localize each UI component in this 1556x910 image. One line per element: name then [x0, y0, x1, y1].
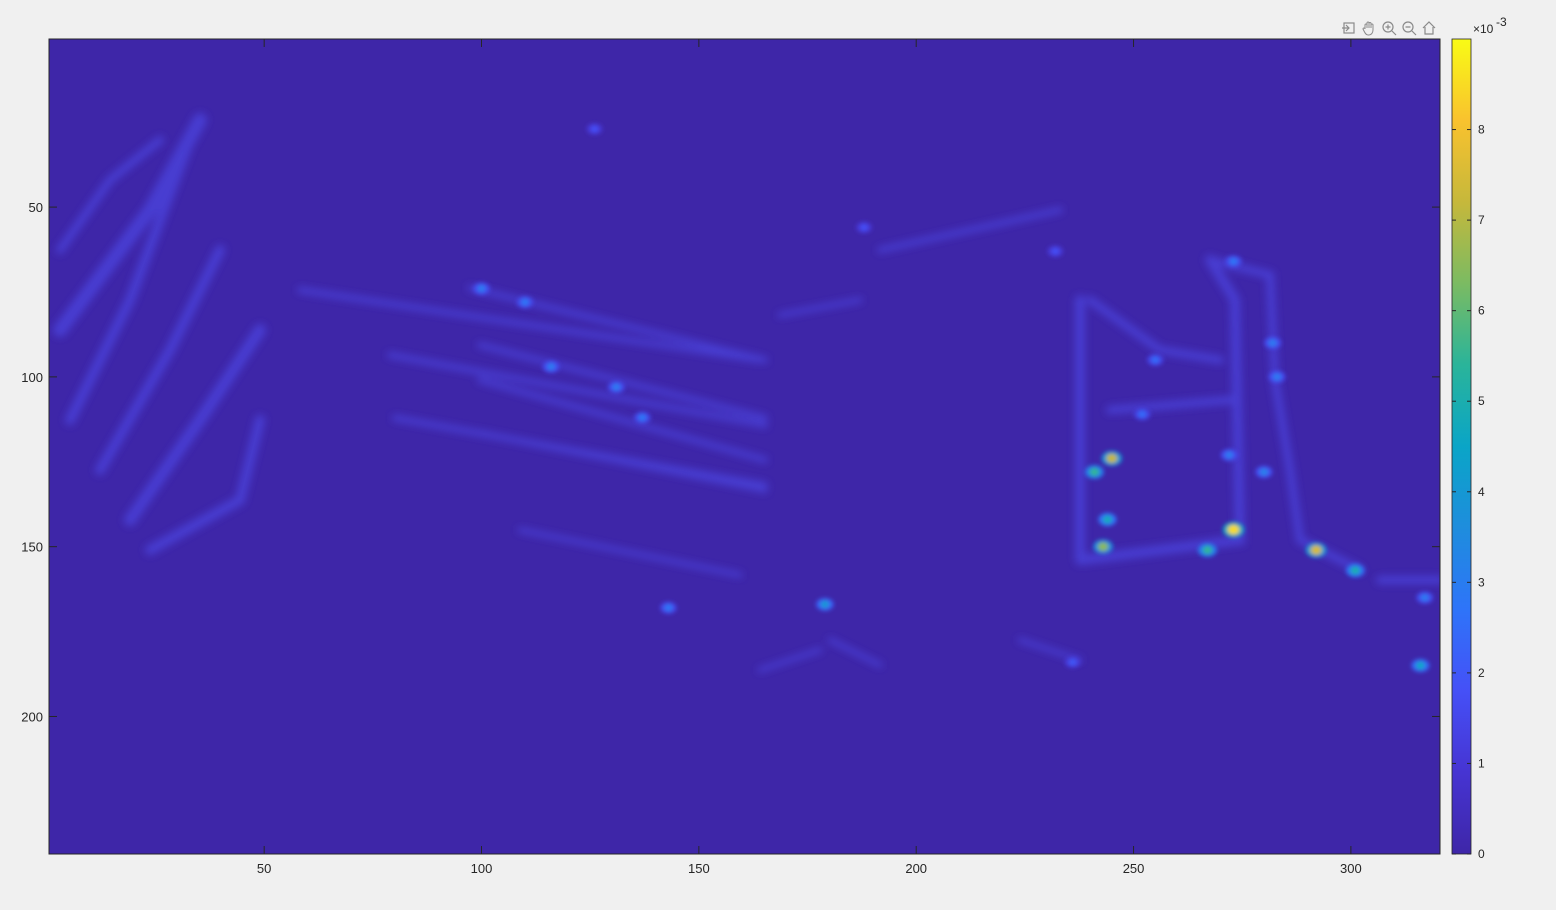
heatmap-hotspot — [1310, 545, 1322, 555]
colorbar-tick-label: 2 — [1478, 666, 1485, 680]
heatmap-hotspot — [1202, 545, 1213, 555]
heatmap-hotspot — [1069, 658, 1077, 666]
home-button[interactable] — [1420, 18, 1438, 38]
heatmap-hotspot — [1268, 339, 1277, 347]
heatmap-hotspot — [1225, 451, 1234, 459]
home-icon — [1422, 21, 1436, 35]
export-icon — [1342, 22, 1355, 34]
heatmap-hotspot — [1089, 467, 1100, 477]
zoom-in-icon — [1382, 21, 1397, 36]
pan-hand-icon — [1362, 21, 1374, 36]
heatmap-hotspot — [1420, 593, 1429, 602]
colorbar-tick-label: 5 — [1478, 394, 1485, 408]
heatmap-hotspot — [820, 600, 830, 609]
y-axis: 50 100 150 200 — [21, 200, 1440, 724]
heatmap-hotspot — [1138, 410, 1147, 418]
heatmap-hotspot — [1051, 247, 1059, 255]
x-tick-label: 50 — [257, 861, 271, 876]
colorbar-tick-label: 8 — [1478, 123, 1485, 137]
zoom-out-button[interactable] — [1400, 18, 1418, 38]
heatmap-hotspot — [590, 125, 599, 133]
x-tick-label: 100 — [471, 861, 493, 876]
heatmap-hotspot — [1151, 356, 1160, 364]
heatmap-background — [49, 39, 1440, 854]
zoom-in-button[interactable] — [1380, 18, 1398, 38]
colorbar-exponent-base: ×10 — [1473, 22, 1494, 36]
heatmap-hotspot — [1097, 542, 1109, 552]
colorbar-tick-label: 3 — [1478, 575, 1485, 589]
y-tick-label: 100 — [21, 370, 43, 385]
colorbar-tick-label: 6 — [1478, 304, 1485, 318]
heatmap-hotspot — [1415, 661, 1425, 670]
y-tick-label: 200 — [21, 709, 43, 724]
y-tick-label: 50 — [29, 200, 43, 215]
heatmap-hotspot — [1272, 373, 1281, 381]
heatmap-hotspot — [1102, 515, 1113, 524]
heatmap-hotspot — [547, 363, 556, 371]
axes-toolbar — [1340, 17, 1438, 39]
heatmap-hotspot — [860, 224, 868, 231]
colorbar-tick-label: 7 — [1478, 213, 1485, 227]
colorbar-tick-label: 0 — [1478, 847, 1485, 861]
heatmap-hotspots — [473, 123, 1434, 673]
heatmap-hotspot — [1227, 524, 1240, 535]
heatmap-hotspot — [1106, 453, 1118, 463]
x-tick-label: 200 — [905, 861, 927, 876]
colorbar-tick-label: 4 — [1478, 485, 1485, 499]
colorbar — [1451, 38, 1472, 855]
heatmap-hotspot — [521, 298, 529, 306]
heatmap-hotspot — [1229, 257, 1238, 266]
heatmap-hotspot — [664, 604, 673, 612]
zoom-out-icon — [1402, 21, 1417, 36]
x-tick-label: 250 — [1123, 861, 1145, 876]
heatmap-hotspot — [638, 414, 647, 422]
x-tick-label: 300 — [1340, 861, 1362, 876]
axes-box — [48, 38, 1441, 855]
pan-button[interactable] — [1360, 18, 1378, 38]
heatmap-hotspot — [1259, 468, 1269, 476]
x-axis: 50 100 150 200 250 300 — [257, 39, 1362, 876]
export-button[interactable] — [1340, 18, 1358, 38]
x-tick-label: 150 — [688, 861, 710, 876]
heatmap-hotspot — [477, 284, 486, 293]
colorbar-exponent-power: -3 — [1496, 15, 1507, 29]
colorbar-tick-label: 1 — [1478, 756, 1485, 770]
y-tick-label: 150 — [21, 540, 43, 555]
heatmap-hotspot — [1350, 566, 1360, 575]
colorbar-axis: 0 1 2 3 4 5 6 7 8 — [1452, 123, 1485, 861]
heatmap-hotspot — [612, 383, 621, 391]
